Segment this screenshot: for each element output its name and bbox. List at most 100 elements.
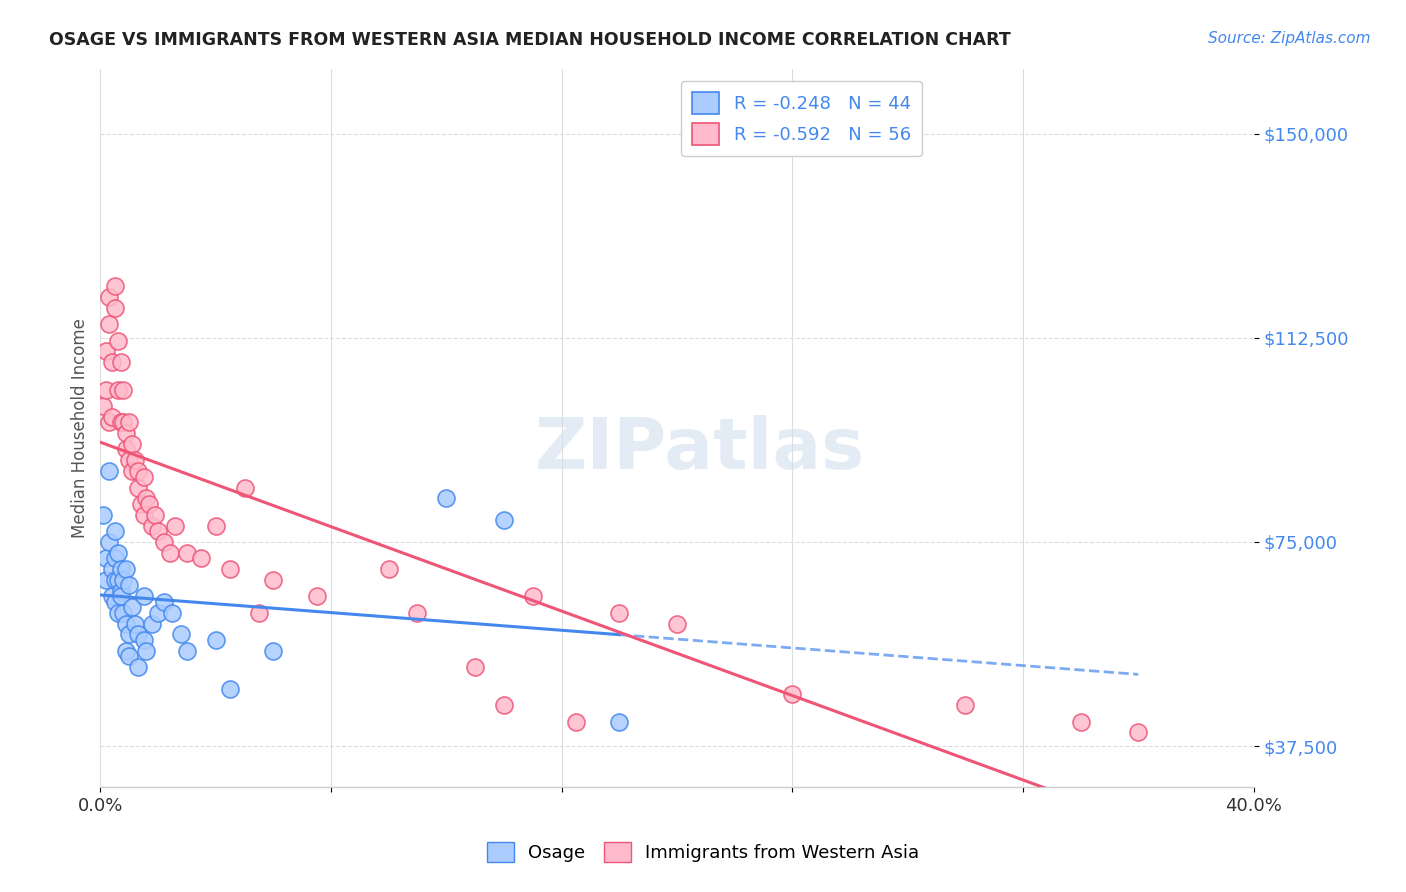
Point xyxy=(94,573,117,587)
Point xyxy=(94,551,117,566)
Point xyxy=(104,595,127,609)
Point xyxy=(115,616,138,631)
Point xyxy=(565,714,588,729)
Point xyxy=(98,415,121,429)
Point xyxy=(107,383,129,397)
Point xyxy=(115,426,138,441)
Point xyxy=(146,606,169,620)
Point xyxy=(464,660,486,674)
Point xyxy=(146,524,169,538)
Point xyxy=(127,481,149,495)
Point xyxy=(110,562,132,576)
Point xyxy=(98,464,121,478)
Point xyxy=(101,355,124,369)
Point xyxy=(176,644,198,658)
Point xyxy=(121,437,143,451)
Point xyxy=(112,383,135,397)
Point xyxy=(176,546,198,560)
Point xyxy=(94,344,117,359)
Point xyxy=(665,616,688,631)
Point xyxy=(159,546,181,560)
Point xyxy=(98,290,121,304)
Point xyxy=(104,551,127,566)
Point xyxy=(204,518,226,533)
Point xyxy=(262,573,284,587)
Point xyxy=(138,497,160,511)
Point xyxy=(492,698,515,713)
Point xyxy=(522,590,544,604)
Point xyxy=(104,279,127,293)
Point xyxy=(107,606,129,620)
Legend: Osage, Immigrants from Western Asia: Osage, Immigrants from Western Asia xyxy=(479,835,927,870)
Point xyxy=(124,616,146,631)
Point xyxy=(305,590,328,604)
Point xyxy=(955,698,977,713)
Point xyxy=(152,595,174,609)
Point xyxy=(165,518,187,533)
Point xyxy=(121,464,143,478)
Point xyxy=(190,551,212,566)
Point xyxy=(94,383,117,397)
Point xyxy=(127,464,149,478)
Point xyxy=(204,632,226,647)
Point xyxy=(132,469,155,483)
Point xyxy=(98,535,121,549)
Point xyxy=(118,627,141,641)
Point xyxy=(129,497,152,511)
Point xyxy=(112,573,135,587)
Point xyxy=(121,600,143,615)
Point xyxy=(115,442,138,457)
Point xyxy=(112,606,135,620)
Point xyxy=(607,606,630,620)
Point xyxy=(101,409,124,424)
Point xyxy=(1070,714,1092,729)
Point xyxy=(1128,725,1150,739)
Point xyxy=(104,301,127,315)
Y-axis label: Median Household Income: Median Household Income xyxy=(72,318,89,538)
Point xyxy=(233,481,256,495)
Point xyxy=(434,491,457,506)
Point xyxy=(107,573,129,587)
Point xyxy=(104,524,127,538)
Point xyxy=(127,627,149,641)
Point xyxy=(118,649,141,664)
Point xyxy=(98,318,121,332)
Point xyxy=(118,415,141,429)
Point xyxy=(107,334,129,348)
Point xyxy=(115,562,138,576)
Point xyxy=(492,513,515,527)
Point xyxy=(262,644,284,658)
Point xyxy=(135,644,157,658)
Point xyxy=(377,562,399,576)
Point xyxy=(132,590,155,604)
Point xyxy=(91,508,114,522)
Point xyxy=(152,535,174,549)
Point xyxy=(101,590,124,604)
Point xyxy=(101,562,124,576)
Point xyxy=(141,616,163,631)
Legend: R = -0.248   N = 44, R = -0.592   N = 56: R = -0.248 N = 44, R = -0.592 N = 56 xyxy=(682,81,922,156)
Point xyxy=(219,562,242,576)
Point xyxy=(132,508,155,522)
Point xyxy=(782,687,804,701)
Point xyxy=(118,578,141,592)
Point xyxy=(110,590,132,604)
Point xyxy=(91,399,114,413)
Point xyxy=(112,415,135,429)
Point xyxy=(406,606,429,620)
Point xyxy=(107,546,129,560)
Point xyxy=(132,632,155,647)
Point xyxy=(118,453,141,467)
Point xyxy=(110,415,132,429)
Point xyxy=(110,355,132,369)
Point xyxy=(143,508,166,522)
Point xyxy=(127,660,149,674)
Point xyxy=(115,644,138,658)
Point xyxy=(141,518,163,533)
Point xyxy=(219,681,242,696)
Point xyxy=(607,714,630,729)
Point xyxy=(104,573,127,587)
Text: Source: ZipAtlas.com: Source: ZipAtlas.com xyxy=(1208,31,1371,46)
Point xyxy=(135,491,157,506)
Point xyxy=(170,627,193,641)
